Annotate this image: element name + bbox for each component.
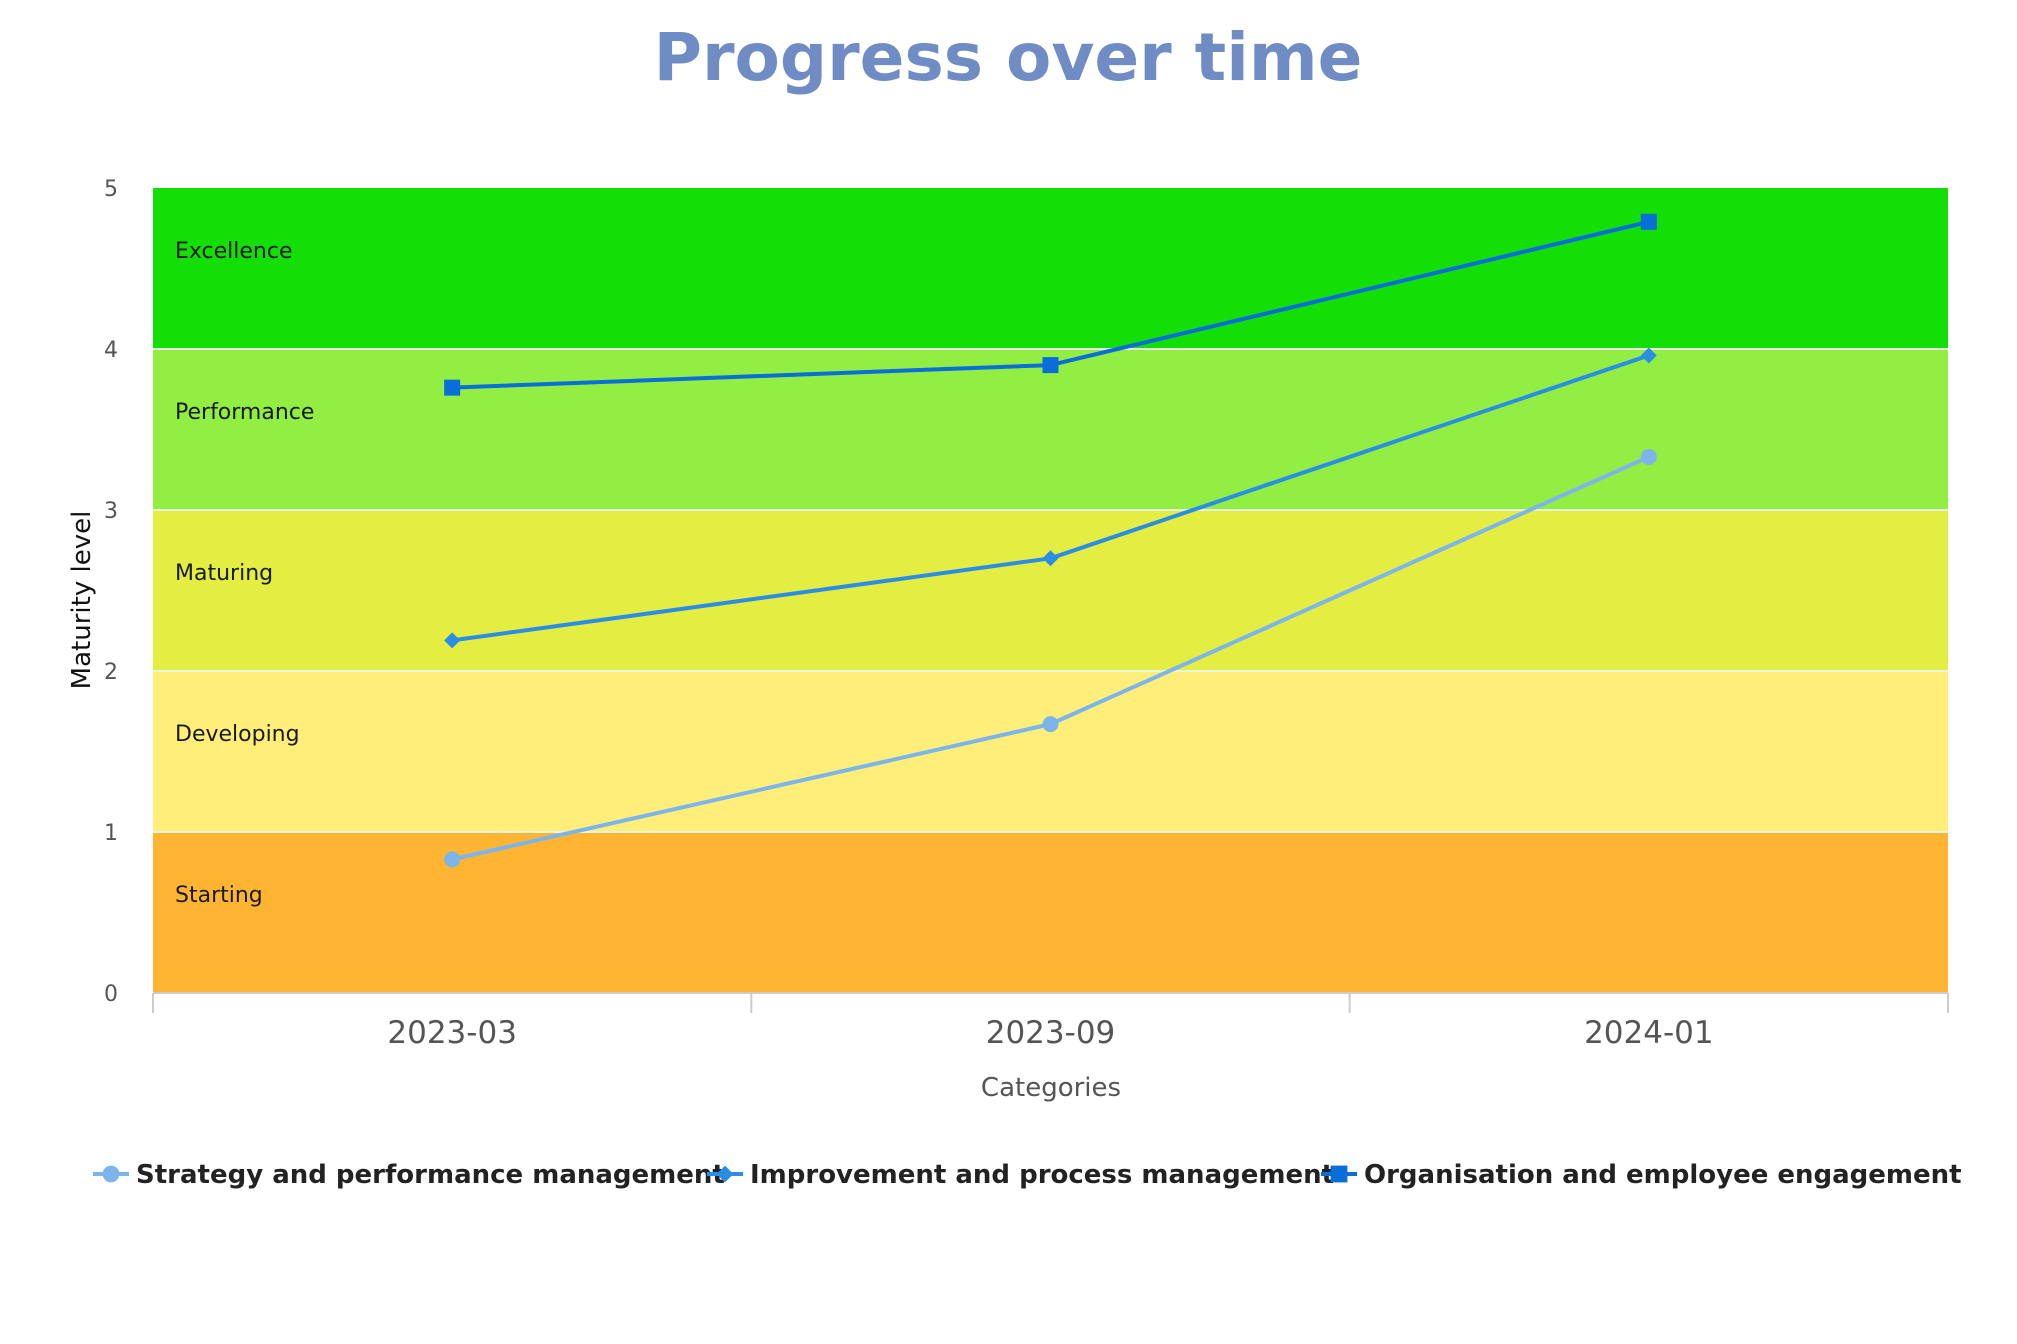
band-starting [153,832,1948,993]
x-tick-label: 2023-09 [986,1015,1116,1051]
data-point [1640,213,1657,230]
series-lines [444,213,1657,868]
series-1 [444,347,1657,649]
legend-label: Improvement and process management [750,1160,1334,1190]
y-tick-label: 5 [104,177,118,202]
legend[interactable]: Strategy and performance management Impro… [93,1160,1962,1190]
band-developing [153,671,1948,832]
data-point [444,851,461,868]
data-point [1042,357,1059,374]
data-point [1640,347,1657,364]
legend-marker [102,1165,120,1183]
x-tick-label: 2023-03 [387,1015,517,1051]
x-tick-labels: 2023-03 2023-09 2024-01 [387,1015,1713,1051]
data-point [1640,448,1657,465]
chart-title: Progress over time [654,19,1363,96]
band-label: Excellence [175,239,293,264]
series-0 [444,448,1657,868]
legend-marker [1330,1165,1348,1183]
legend-item[interactable]: Strategy and performance management [93,1160,725,1190]
legend-item[interactable]: Improvement and process management [707,1160,1334,1190]
y-tick-label: 0 [104,982,118,1007]
band-labels: Starting Developing Maturing Performance Exc… [175,239,314,908]
band-label: Performance [175,400,314,425]
y-tick-labels: 0 1 2 3 4 5 [104,177,118,1007]
data-point [1042,550,1059,567]
legend-item[interactable]: Organisation and employee engagement [1321,1160,1962,1190]
legend-label: Organisation and employee engagement [1364,1160,1962,1190]
axes [152,992,1949,1013]
legend-marker [716,1165,734,1183]
y-tick-label: 4 [104,338,118,363]
series-2 [444,213,1657,396]
x-axis-label: Categories [981,1073,1121,1103]
band-label: Starting [175,883,263,908]
x-tick-label: 2024-01 [1584,1015,1714,1051]
band-maturing [153,510,1948,671]
y-tick-label: 1 [104,821,118,846]
y-tick-label: 2 [104,660,118,685]
y-axis-label: Maturity level [67,511,97,690]
band-label: Developing [175,722,300,747]
maturity-bands [153,188,1948,993]
band-label: Maturing [175,561,273,586]
data-point [444,379,461,396]
y-tick-label: 3 [104,499,118,524]
legend-label: Strategy and performance management [136,1160,725,1190]
data-point [1042,716,1059,733]
band-performance [153,349,1948,510]
data-point [444,632,461,649]
band-excellence [153,188,1948,349]
